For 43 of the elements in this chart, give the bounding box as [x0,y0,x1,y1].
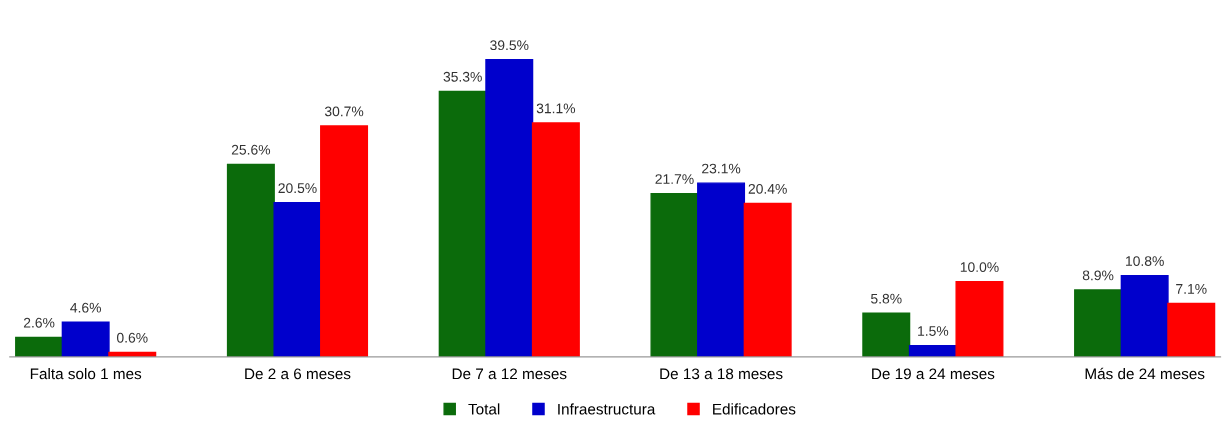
bar [273,202,322,357]
data-label: 21.7% [655,174,694,184]
data-label: 30.7% [324,106,364,117]
data-label: 10.8% [1126,256,1164,266]
bar [61,321,110,357]
bar [955,280,1004,357]
bar [862,312,911,357]
legend-label: Infraestructura [558,403,656,415]
x-tick-label: Más de 24 meses [1085,367,1205,380]
x-tick-label: De 7 a 12 meses [452,368,567,380]
bar [226,163,275,357]
bar [650,192,699,357]
data-label: 7.1% [1176,284,1207,294]
x-tick-label: Falta solo 1 mes [30,368,142,380]
data-label: 20.4% [748,183,787,194]
data-label: 0.6% [116,332,148,343]
bar [1167,302,1216,357]
bar [1074,289,1123,357]
legend-label: Total [468,403,500,415]
x-tick-label: De 13 a 18 meses [660,368,783,380]
x-tick-label: De 2 a 6 meses [245,368,351,380]
data-label: 10.0% [960,262,999,272]
data-label: 35.3% [443,71,482,82]
bar [531,122,580,357]
data-label: 2.6% [23,317,55,328]
data-label: 25.6% [231,144,271,155]
x-tick-label: De 19 a 24 meses [872,368,995,380]
bar [485,59,534,357]
data-label: 31.1% [536,103,576,114]
bar [743,202,792,357]
bar [697,182,746,357]
data-label: 8.9% [1082,270,1114,281]
bar [1120,274,1169,357]
data-label: 20.5% [278,183,317,194]
bar [438,90,487,357]
data-label: 23.1% [702,163,741,174]
data-label: 1.5% [918,326,949,336]
data-label: 39.5% [490,40,529,51]
legend-label: Edificadores [713,403,796,415]
bar [15,336,64,357]
bar [320,125,369,357]
data-label: 4.6% [70,302,102,313]
data-label: 5.8% [871,293,902,304]
